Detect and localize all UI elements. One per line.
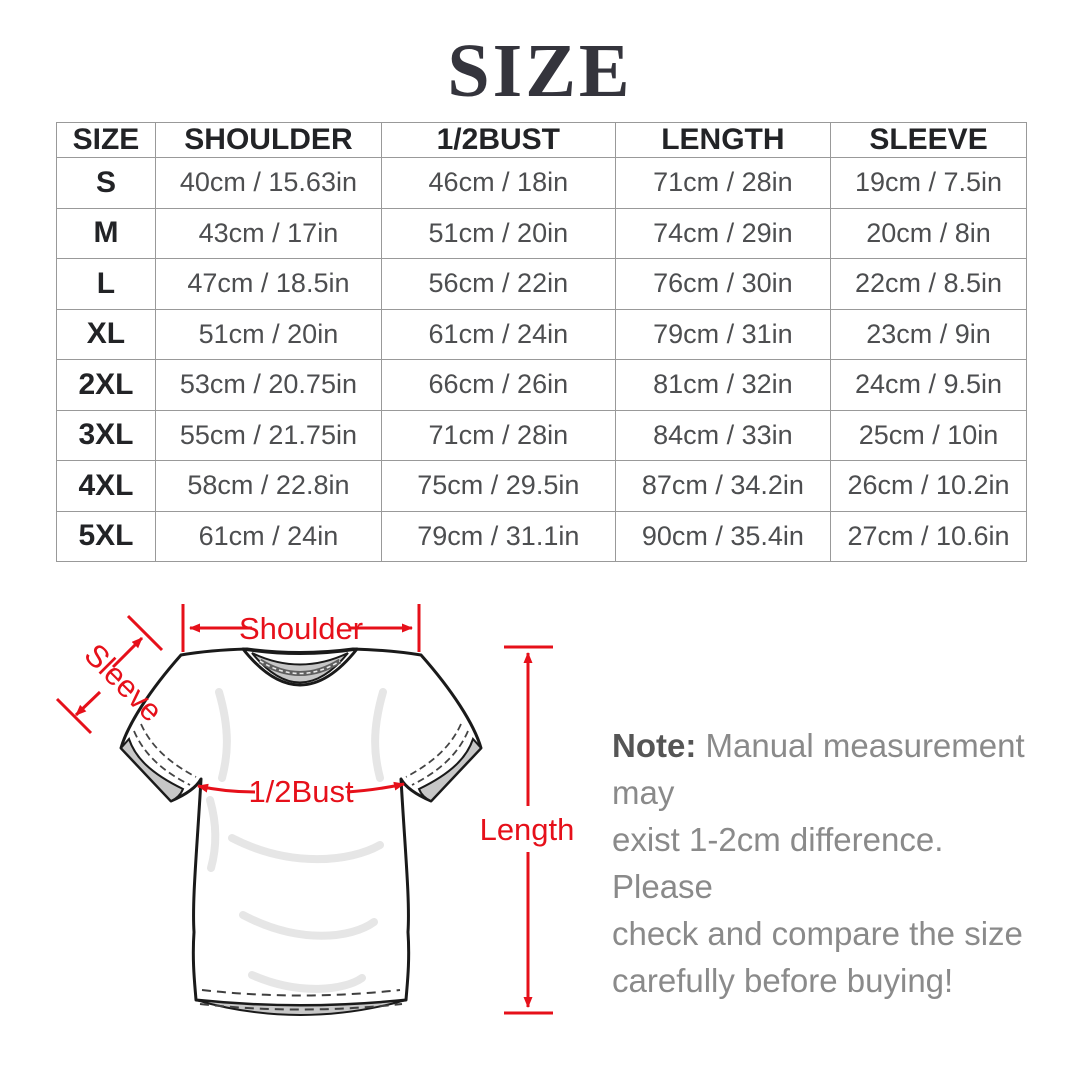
note-line: check and compare the size [612, 915, 1023, 952]
measurement-note: Note: Manual measurement may exist 1-2cm… [612, 722, 1032, 1004]
shoulder-cell: 51cm / 20in [154, 308, 382, 360]
shoulder-cell: 55cm / 21.75in [154, 409, 382, 461]
size-chart-table: SIZE SHOULDER 1/2BUST LENGTH SLEEVE S 40… [56, 122, 1027, 562]
sleeve-cell: 26cm / 10.2in [830, 460, 1027, 512]
length-cell: 76cm / 30in [614, 258, 832, 310]
table-row: M 43cm / 17in 51cm / 20in 74cm / 29in 20… [56, 207, 1027, 259]
bust-cell: 79cm / 31.1in [380, 510, 616, 562]
length-cell: 71cm / 28in [614, 157, 832, 209]
length-cell: 90cm / 35.4in [614, 510, 832, 562]
size-cell: 2XL [56, 359, 156, 411]
shoulder-cell: 61cm / 24in [154, 510, 382, 562]
size-cell: 5XL [56, 510, 156, 562]
sleeve-cell: 19cm / 7.5in [830, 157, 1027, 209]
table-row: 2XL 53cm / 20.75in 66cm / 26in 81cm / 32… [56, 359, 1027, 411]
size-cell: 4XL [56, 460, 156, 512]
shoulder-label: Shoulder [239, 611, 363, 646]
bust-cell: 75cm / 29.5in [380, 460, 616, 512]
shoulder-cell: 47cm / 18.5in [154, 258, 382, 310]
size-cell: S [56, 157, 156, 209]
bust-cell: 61cm / 24in [380, 308, 616, 360]
note-label: Note: [612, 727, 697, 764]
shoulder-dimension-arrow: Shoulder [181, 604, 421, 652]
size-cell: 3XL [56, 409, 156, 461]
collar-inner [251, 652, 349, 684]
col-header-bust: 1/2BUST [380, 122, 616, 158]
length-cell: 79cm / 31in [614, 308, 832, 360]
note-line: exist 1-2cm difference. Please [612, 821, 944, 905]
length-cell: 84cm / 33in [614, 409, 832, 461]
table-row: XL 51cm / 20in 61cm / 24in 79cm / 31in 2… [56, 308, 1027, 360]
table-row: L 47cm / 18.5in 56cm / 22in 76cm / 30in … [56, 258, 1027, 310]
length-cell: 74cm / 29in [614, 207, 832, 259]
sleeve-cell: 27cm / 10.6in [830, 510, 1027, 562]
table-row: 3XL 55cm / 21.75in 71cm / 28in 84cm / 33… [56, 409, 1027, 461]
sleeve-cell: 22cm / 8.5in [830, 258, 1027, 310]
col-header-size: SIZE [56, 122, 156, 158]
length-cell: 87cm / 34.2in [614, 460, 832, 512]
note-line: carefully before buying! [612, 962, 954, 999]
bust-cell: 66cm / 26in [380, 359, 616, 411]
col-header-shoulder: SHOULDER [154, 122, 382, 158]
half-bust-dimension-arrow: 1/2Bust [197, 774, 405, 809]
tshirt-illustration [119, 647, 483, 1016]
sleeve-dimension-arrow: Sleeve [55, 614, 170, 735]
tshirt-body [119, 647, 483, 1007]
bust-cell: 51cm / 20in [380, 207, 616, 259]
shoulder-cell: 40cm / 15.63in [154, 157, 382, 209]
size-cell: M [56, 207, 156, 259]
length-cell: 81cm / 32in [614, 359, 832, 411]
tshirt-measurement-diagram: Shoulder Sleeve 1/2Bust Length [55, 604, 575, 1016]
table-row: 5XL 61cm / 24in 79cm / 31.1in 90cm / 35.… [56, 510, 1027, 562]
table-row: S 40cm / 15.63in 46cm / 18in 71cm / 28in… [56, 157, 1027, 209]
col-header-length: LENGTH [614, 122, 832, 158]
bust-cell: 71cm / 28in [380, 409, 616, 461]
right-cuff [417, 737, 483, 803]
table-row: 4XL 58cm / 22.8in 75cm / 29.5in 87cm / 3… [56, 460, 1027, 512]
hem-band [195, 999, 407, 1016]
note-text: Manual measurement may [612, 727, 1025, 811]
shoulder-cell: 58cm / 22.8in [154, 460, 382, 512]
length-label: Length [480, 812, 575, 847]
shoulder-cell: 53cm / 20.75in [154, 359, 382, 411]
table-header-row: SIZE SHOULDER 1/2BUST LENGTH SLEEVE [56, 122, 1027, 158]
left-cuff [119, 737, 185, 803]
size-cell: L [56, 258, 156, 310]
note-line: Note: Manual measurement may [612, 722, 1032, 816]
sleeve-cell: 25cm / 10in [830, 409, 1027, 461]
half-bust-label: 1/2Bust [248, 774, 354, 809]
size-cell: XL [56, 308, 156, 360]
page-title: SIZE [447, 29, 633, 113]
sleeve-cell: 20cm / 8in [830, 207, 1027, 259]
sleeve-cell: 24cm / 9.5in [830, 359, 1027, 411]
shoulder-cell: 43cm / 17in [154, 207, 382, 259]
bust-cell: 56cm / 22in [380, 258, 616, 310]
col-header-sleeve: SLEEVE [830, 122, 1027, 158]
sleeve-cell: 23cm / 9in [830, 308, 1027, 360]
bust-cell: 46cm / 18in [380, 157, 616, 209]
length-dimension-arrow: Length [480, 645, 575, 1015]
sleeve-label: Sleeve [78, 637, 170, 729]
